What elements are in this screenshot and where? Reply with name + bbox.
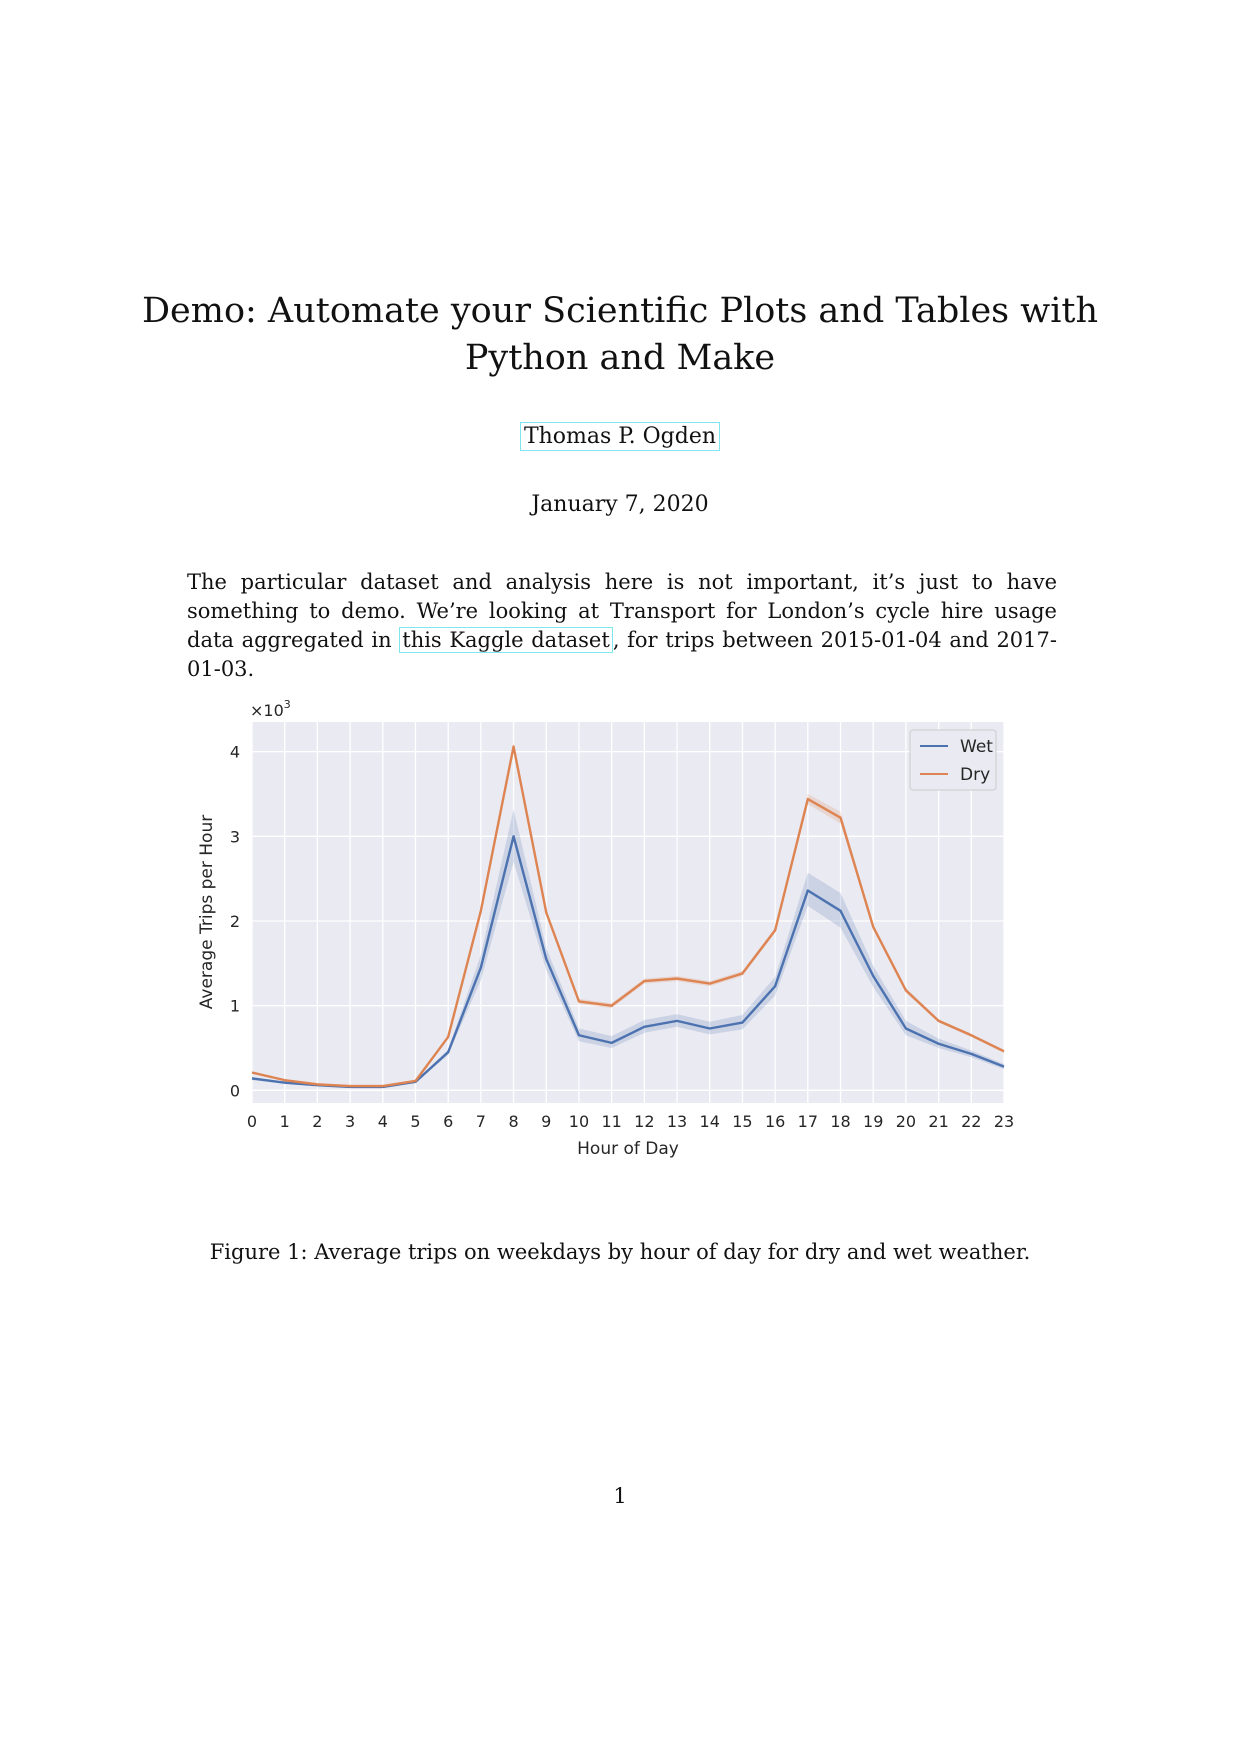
x-tick-label: 16 xyxy=(765,1112,785,1131)
x-tick-label: 19 xyxy=(863,1112,883,1131)
x-tick-label: 6 xyxy=(443,1112,453,1131)
abstract-text-1: The particular dataset and analysis here… xyxy=(187,570,1057,652)
trips-line-chart: 0 1 2 3 4 5 6 7 8 9 10 11 12 13 14 15 16 17 18 19 20 21 22 23 0… xyxy=(197,698,1014,1159)
title-line-1: Demo: Automate your Scientific Plots and… xyxy=(141,291,1099,331)
y-tick-label: 4 xyxy=(230,743,240,762)
confidence-bands xyxy=(252,742,1004,1088)
x-tick-label: 5 xyxy=(410,1112,420,1131)
series-lines xyxy=(251,745,1005,1089)
x-tick-label: 4 xyxy=(378,1112,388,1131)
x-tick-label: 23 xyxy=(994,1112,1014,1131)
abstract-paragraph: The particular dataset and analysis here… xyxy=(187,568,1057,684)
y-tick-label: 2 xyxy=(230,912,240,931)
legend-dry-label: Dry xyxy=(960,765,990,785)
paper-date: January 7, 2020 xyxy=(531,492,709,517)
x-tick-label: 15 xyxy=(732,1112,752,1131)
x-tick-label: 0 xyxy=(247,1112,257,1131)
y-tick-label: 1 xyxy=(230,997,240,1016)
x-tick-label: 7 xyxy=(476,1112,486,1131)
y-multiplier-exponent: 3 xyxy=(284,698,291,711)
x-axis-label: Hour of Day xyxy=(577,1139,679,1159)
y-tick-labels: 0 1 2 3 4 xyxy=(230,743,240,1101)
y-multiplier-base: ×10 xyxy=(250,701,284,720)
x-tick-label: 20 xyxy=(896,1112,916,1131)
series-line-dry xyxy=(251,745,1005,1088)
x-tick-label: 22 xyxy=(961,1112,981,1131)
x-tick-label: 14 xyxy=(700,1112,720,1131)
plot-background xyxy=(252,722,1004,1103)
x-tick-label: 11 xyxy=(601,1112,621,1131)
x-tick-label: 18 xyxy=(830,1112,850,1131)
legend-wet-label: Wet xyxy=(960,737,993,757)
x-tick-label: 10 xyxy=(569,1112,589,1131)
author-link[interactable]: Thomas P. Ogden xyxy=(519,422,721,451)
title-line-2: Python and Make xyxy=(464,338,776,378)
x-tick-label: 21 xyxy=(928,1112,948,1131)
y-tick-label: 0 xyxy=(230,1081,240,1100)
y-tick-label: 3 xyxy=(230,827,240,846)
x-tick-labels: 0 1 2 3 4 5 6 7 8 9 10 11 12 13 14 15 16 17 18 19 20 21 22 23 xyxy=(247,1112,1014,1131)
x-tick-label: 3 xyxy=(345,1112,355,1131)
x-tick-label: 13 xyxy=(667,1112,687,1131)
x-tick-label: 2 xyxy=(312,1112,322,1131)
figure-caption: Figure 1: Average trips on weekdays by h… xyxy=(209,1240,1031,1264)
y-axis-label: Average Trips per Hour xyxy=(197,815,217,1009)
ci-band-wet xyxy=(252,809,1004,1088)
paper-title: Demo: Automate your Scientific Plots and… xyxy=(0,288,1240,382)
legend: Wet Dry xyxy=(909,729,997,791)
y-multiplier: ×103 xyxy=(250,698,291,720)
x-tick-label: 1 xyxy=(280,1112,290,1131)
kaggle-dataset-link[interactable]: this Kaggle dataset xyxy=(399,627,613,653)
x-tick-label: 17 xyxy=(798,1112,818,1131)
page-number: 1 xyxy=(613,1484,627,1508)
x-tick-label: 12 xyxy=(634,1112,654,1131)
abstract-text-2: , for trips between 2015-01-04 and 2017-… xyxy=(187,628,1057,681)
author-block: Thomas P. Ogden xyxy=(0,422,1240,451)
figure-1: 0 1 2 3 4 5 6 7 8 9 10 11 12 13 14 15 16 17 18 19 20 21 22 23 0… xyxy=(190,690,1050,1210)
x-tick-label: 9 xyxy=(541,1112,551,1131)
x-tick-label: 8 xyxy=(508,1112,518,1131)
